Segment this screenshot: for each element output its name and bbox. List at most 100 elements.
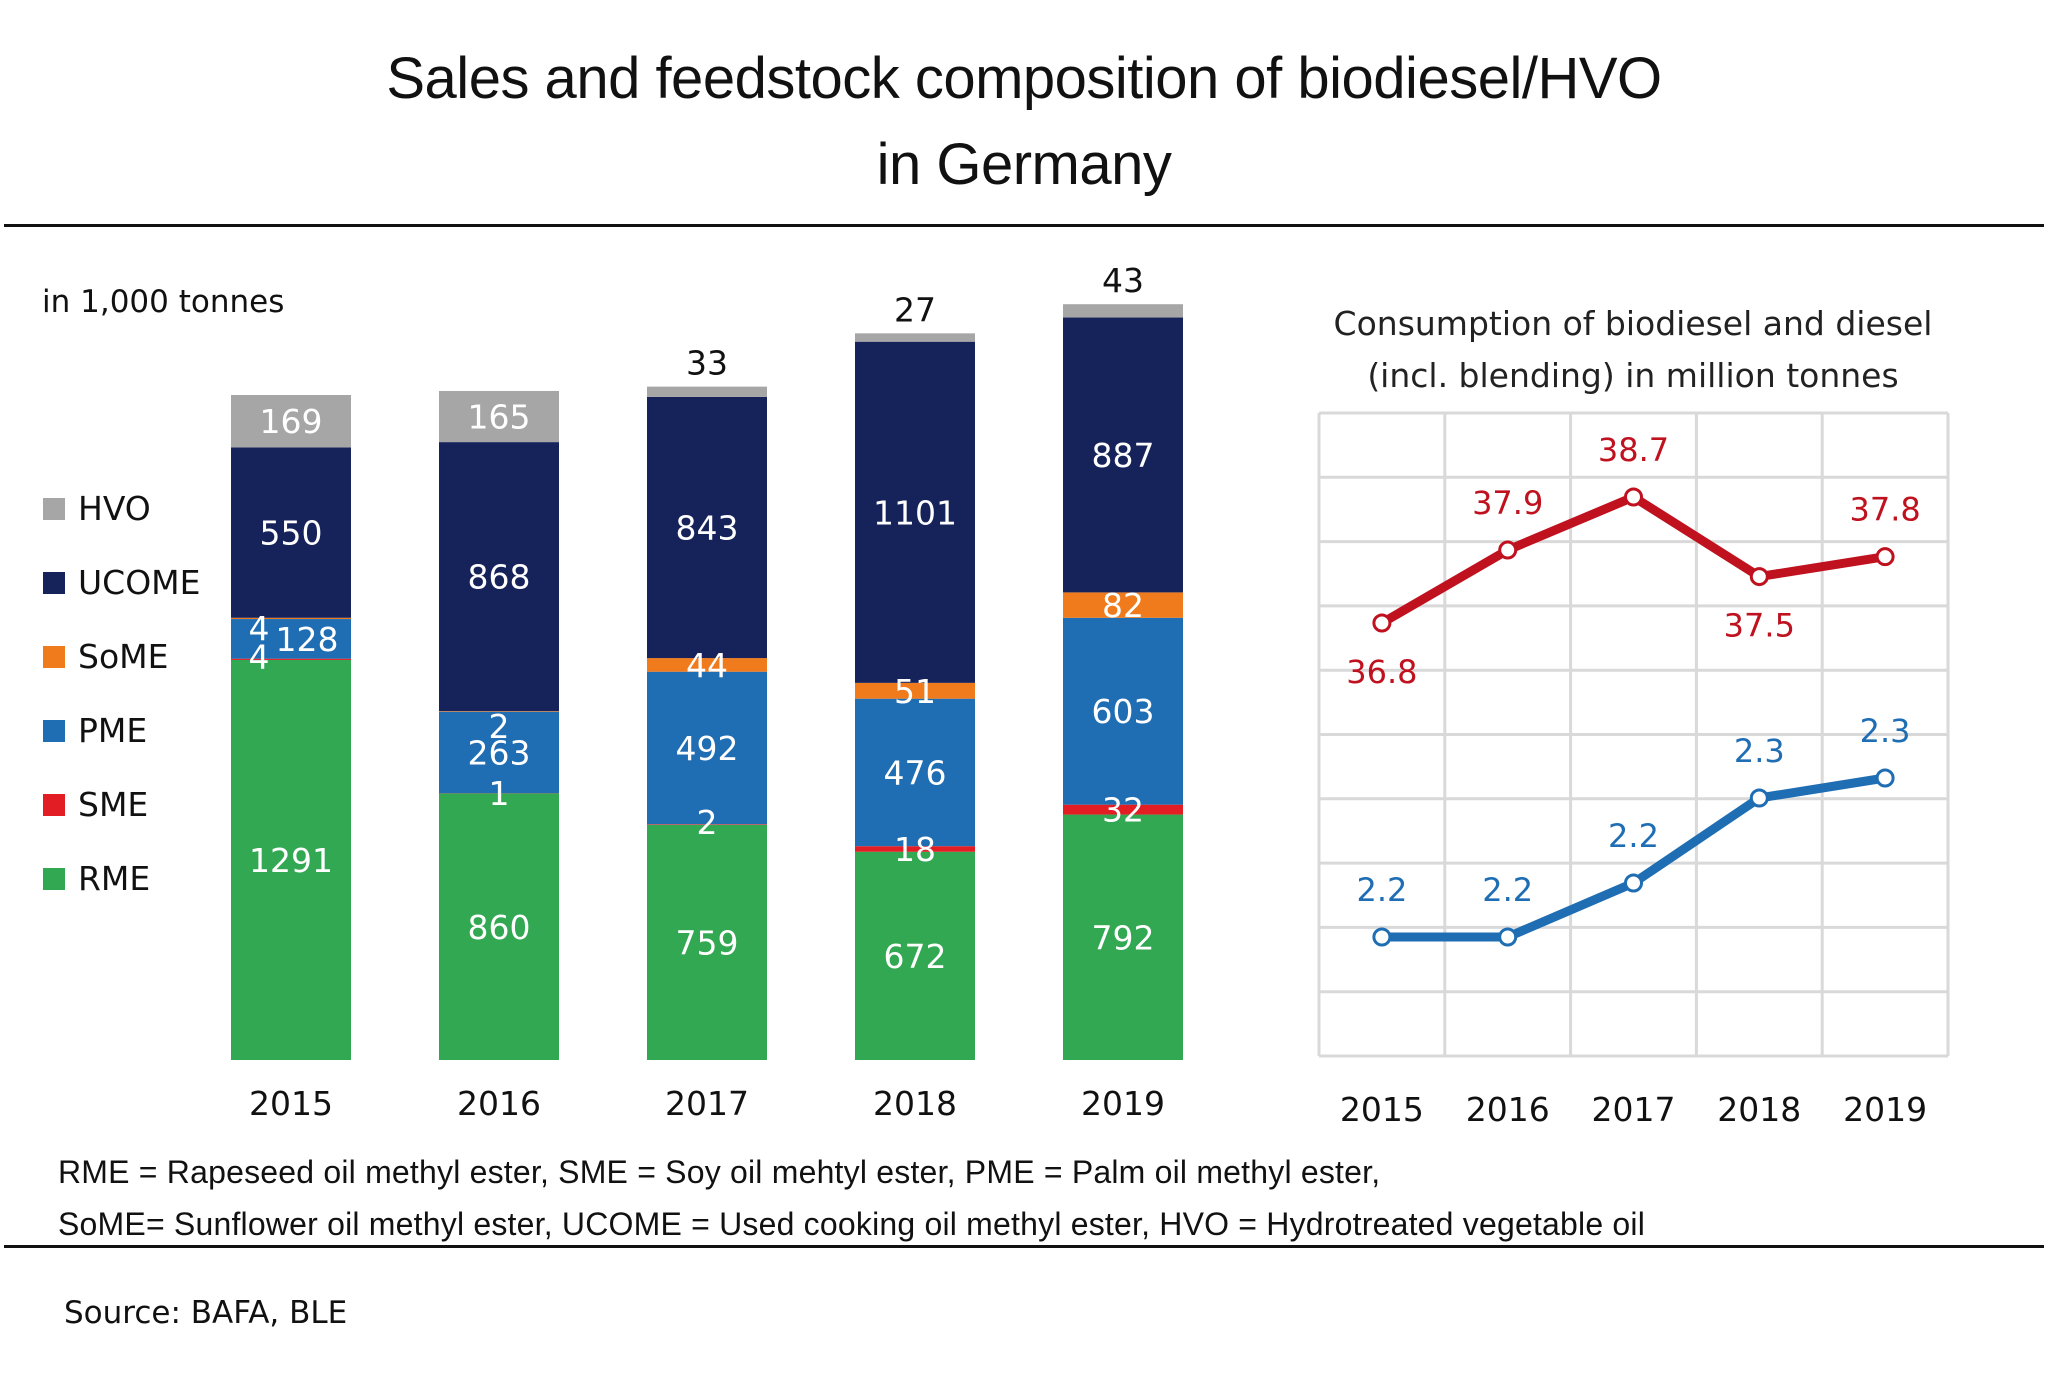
data-label-hvo-2017: 33 [686,344,728,383]
line-chart-title-line1: Consumption of biodiesel and diesel [1334,304,1933,343]
data-label-biodiesel-2019: 2.3 [1860,712,1911,750]
stacked-bar-chart: in 1,000 tonnes HVO UCOME SoME PME SME RME 1291… [42,261,1183,1123]
data-label-diesel-2019: 37.8 [1849,491,1920,529]
data-label-sme-2017: 2 [697,803,718,842]
bar-segment-some-2019 [1063,592,1183,618]
bar-segment-sme-2017 [647,824,767,825]
bar-segment-pme-2018 [855,698,975,847]
chart-title-line1: Sales and feedstock composition of biodi… [386,46,1662,111]
x-tick-label-2018: 2018 [1717,1090,1801,1129]
bar-segment-rme-2016 [439,793,559,1060]
bar-segment-some-2016 [439,711,559,712]
bar-segment-ucome-2016 [439,442,559,712]
data-label-some-2016: 2 [489,707,510,746]
x-tick-label-2019: 2019 [1081,1084,1165,1123]
data-label-sme-2019: 32 [1102,791,1144,830]
bar-segment-hvo-2019 [1063,304,1183,318]
data-label-biodiesel-2017: 2.2 [1608,817,1659,855]
bar-segment-hvo-2015 [231,395,351,448]
bar-segment-pme-2019 [1063,617,1183,805]
data-point-diesel-2016 [1498,540,1518,560]
data-label-rme-2015: 1291 [249,841,333,880]
bar-segment-ucome-2019 [1063,317,1183,593]
bar-segment-hvo-2018 [855,333,975,342]
data-label-diesel-2018: 37.5 [1724,607,1795,645]
legend-swatch-some [43,646,65,668]
legend-label-pme: PME [78,711,147,750]
data-label-biodiesel-2016: 2.2 [1482,871,1533,909]
bar-segment-rme-2017 [647,824,767,1060]
legend-label-sme: SME [78,785,148,824]
footnote-line1: RME = Rapeseed oil methyl ester, SME = S… [58,1154,1381,1190]
data-label-ucome-2015: 550 [260,514,323,553]
bar-segment-ucome-2017 [647,396,767,659]
bar-segment-pme-2015 [231,619,351,659]
data-point-biodiesel-2016 [1498,927,1518,947]
data-label-ucome-2018: 1101 [873,493,957,532]
data-label-rme-2016: 860 [468,908,531,947]
bar-segment-some-2015 [231,617,351,620]
bar-segment-ucome-2018 [855,341,975,683]
bar-segment-some-2018 [855,682,975,699]
data-label-some-2015: 4 [249,609,270,648]
legend-label-rme: RME [78,859,150,898]
legend-swatch-pme [43,720,65,742]
data-label-biodiesel-2018: 2.3 [1734,732,1785,770]
bar-segment-rme-2019 [1063,814,1183,1060]
bar-segment-rme-2015 [231,659,351,1060]
chart-title-line2: in Germany [876,132,1172,197]
line-chart: Consumption of biodiesel and diesel (incl… [1317,304,1950,1129]
data-label-hvo-2018: 27 [894,290,936,329]
data-label-ucome-2019: 887 [1092,436,1155,475]
legend-label-some: SoME [78,637,168,676]
legend-swatch-ucome [43,572,65,594]
x-tick-label-2017: 2017 [1592,1090,1676,1129]
data-label-hvo-2016: 165 [468,398,531,437]
data-label-rme-2019: 792 [1092,918,1155,957]
data-point-biodiesel-2019 [1875,768,1895,788]
bar-segment-pme-2016 [439,711,559,794]
bar-segment-some-2017 [647,658,767,672]
top-divider [4,224,2044,227]
series-line-diesel [1379,492,1886,627]
x-tick-label-2018: 2018 [873,1084,957,1123]
data-label-pme-2018: 476 [884,753,947,792]
legend-swatch-rme [43,868,65,890]
bar-segment-hvo-2017 [647,386,767,397]
data-label-diesel-2017: 38.7 [1598,431,1669,469]
data-label-sme-2016: 1 [489,774,510,813]
data-label-sme-2015: 4 [249,638,270,677]
bar-segment-sme-2019 [1063,804,1183,815]
data-label-pme-2017: 492 [676,729,739,768]
data-point-diesel-2017 [1624,487,1643,507]
legend-label-ucome: UCOME [78,563,201,602]
bottom-divider [4,1245,2044,1248]
bar-segment-pme-2017 [647,671,767,825]
data-point-diesel-2019 [1875,547,1895,567]
data-point-diesel-2015 [1372,613,1392,633]
bar-segment-rme-2018 [855,851,975,1060]
unit-label: in 1,000 tonnes [42,284,284,320]
data-label-some-2018: 51 [894,672,936,711]
source-note: Source: BAFA, BLE [64,1295,348,1331]
footnote-line2: SoME= Sunflower oil methyl ester, UCOME … [58,1206,1646,1242]
bar-segment-sme-2015 [231,658,351,660]
data-point-diesel-2018 [1749,567,1769,587]
data-label-biodiesel-2015: 2.2 [1356,871,1407,909]
data-label-rme-2017: 759 [676,923,739,962]
data-label-some-2019: 82 [1102,586,1144,625]
x-tick-label-2016: 2016 [1466,1090,1550,1129]
line-chart-title-line2: (incl. blending) in million tonnes [1367,356,1898,395]
x-tick-label-2015: 2015 [249,1084,333,1123]
data-label-pme-2015: 128 [276,620,339,659]
data-point-biodiesel-2018 [1749,788,1769,808]
bar-segment-sme-2018 [855,846,975,852]
data-label-diesel-2015: 36.8 [1346,653,1417,691]
data-point-biodiesel-2015 [1372,927,1392,947]
data-label-ucome-2016: 868 [468,558,531,597]
data-label-rme-2018: 672 [884,937,947,976]
data-label-pme-2019: 603 [1092,692,1155,731]
legend-swatch-sme [43,794,65,816]
data-label-hvo-2015: 169 [260,402,323,441]
